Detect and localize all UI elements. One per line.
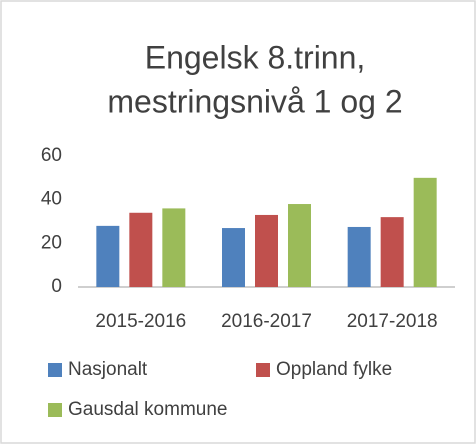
bar [380, 217, 404, 287]
bar [347, 226, 371, 287]
bar [222, 228, 245, 287]
chart-title: mestringsnivå 1 og 2 [107, 83, 402, 119]
bar [255, 214, 278, 287]
y-tick-label: 40 [41, 189, 62, 210]
legend-swatch [48, 363, 62, 377]
bar [162, 208, 186, 287]
x-tick-label: 2016-2017 [221, 311, 312, 332]
x-tick-label: 2015-2016 [95, 311, 186, 332]
legend-swatch [48, 403, 62, 417]
y-tick-label: 60 [41, 145, 62, 166]
legend-label: Gausdal kommune [68, 399, 227, 420]
chart-title: Engelsk 8.trinn, [145, 39, 366, 75]
y-tick-label: 20 [41, 232, 62, 253]
legend-label: Oppland fylke [276, 359, 392, 380]
bar [288, 204, 311, 287]
legend-swatch [256, 363, 270, 377]
legend-label: Nasjonalt [68, 359, 148, 380]
bar [413, 177, 437, 287]
bar [96, 225, 120, 287]
y-tick-label: 0 [51, 276, 62, 297]
x-tick-label: 2017-2018 [347, 311, 438, 332]
bar [129, 212, 153, 287]
